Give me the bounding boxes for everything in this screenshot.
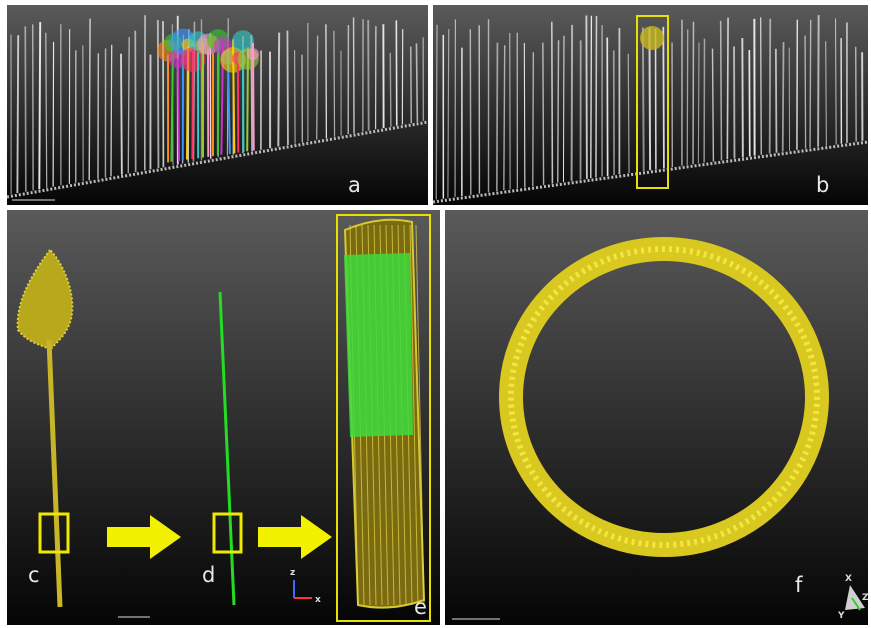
panel-label: f: [795, 573, 803, 597]
panel-label: c: [28, 563, 40, 587]
tree-stem: [727, 18, 728, 160]
tree-stem: [826, 41, 827, 146]
tree-stem: [721, 21, 722, 160]
tree-stem: [761, 17, 762, 154]
tree-stem: [89, 19, 90, 181]
tree-stem: [436, 25, 437, 200]
tree-stem: [558, 40, 559, 182]
tree-stem: [158, 20, 159, 168]
tree-stem: [552, 22, 553, 184]
tree-stem: [278, 33, 279, 147]
axis-label: Y: [837, 611, 845, 621]
segmented-tree: [178, 58, 179, 161]
tree-stem: [39, 22, 40, 189]
tree-stem: [776, 49, 777, 153]
axis-label: z: [290, 568, 295, 578]
panel-label: b: [816, 173, 829, 197]
axis-label: X: [845, 574, 852, 584]
tree-stem: [287, 31, 288, 145]
tree-stem: [533, 52, 534, 186]
tree-stem: [663, 27, 664, 168]
cylinder-fit: [344, 253, 413, 437]
selected-crown: [640, 26, 664, 50]
tree-stem: [596, 16, 597, 178]
tree-stem: [810, 20, 811, 148]
tree-stem: [698, 42, 699, 163]
tree-stem: [818, 15, 819, 147]
tree-stem: [317, 36, 318, 140]
tree-stem: [628, 54, 629, 173]
tree-stem: [504, 45, 505, 190]
tree-stem: [111, 45, 112, 177]
tree-stem: [390, 53, 391, 127]
figure: z x X Y Z a b c d e f: [0, 0, 871, 628]
tree-stem: [836, 18, 837, 144]
panel-label: a: [348, 173, 361, 197]
tree-stem: [770, 19, 771, 154]
tree-stem: [712, 49, 713, 162]
panel-label: d: [202, 563, 215, 587]
tree-stem: [121, 54, 122, 175]
tree-stem: [524, 43, 525, 187]
panel-label: e: [414, 595, 427, 619]
tree-stem: [643, 27, 644, 171]
tree-stem: [416, 43, 417, 122]
tree-stem: [543, 43, 544, 185]
tree-stem: [591, 16, 592, 178]
tree-stem: [563, 36, 564, 182]
tree-stem: [572, 25, 573, 181]
tree-stem: [783, 42, 784, 152]
axis-label: Z: [862, 593, 869, 603]
tree-stem: [805, 36, 806, 149]
tree-stem: [742, 38, 743, 157]
tree-stem: [25, 26, 26, 191]
tree-stem: [17, 35, 18, 193]
segmented-crown: [247, 48, 259, 60]
tree-stem: [334, 31, 335, 137]
tree-stem: [497, 43, 498, 191]
axis-label: x: [315, 595, 321, 605]
